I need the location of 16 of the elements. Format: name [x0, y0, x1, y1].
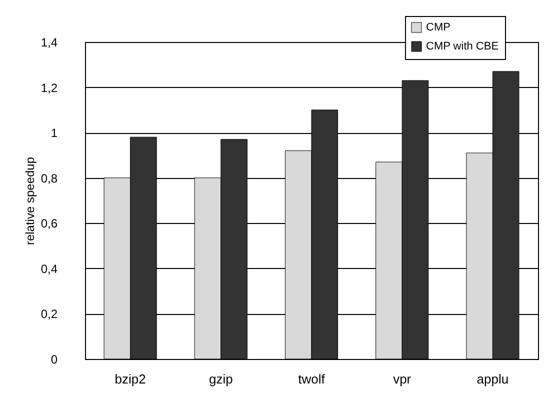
y-tick-label: 1 — [50, 126, 58, 140]
y-tick-label: 1,4 — [40, 36, 58, 50]
y-tick-label: 0,4 — [40, 262, 58, 276]
x-tick-label: vpr — [393, 372, 412, 386]
y-tick-label: 1,2 — [40, 80, 58, 95]
x-tick-label: applu — [476, 372, 509, 386]
x-tick-label: bzip2 — [114, 372, 146, 386]
x-tick-label: twolf — [298, 372, 326, 386]
legend-label: CMP with CBE — [426, 40, 499, 52]
legend-label: CMP — [426, 22, 450, 34]
y-axis-title: relative speedup — [22, 156, 37, 246]
y-tick-label: 0,6 — [40, 216, 58, 231]
y-tick-label: 0,2 — [40, 307, 58, 322]
x-tick-label: gzip — [208, 372, 233, 386]
y-tick-label: 0,8 — [40, 171, 58, 186]
y-tick-label: 0 — [50, 352, 58, 366]
